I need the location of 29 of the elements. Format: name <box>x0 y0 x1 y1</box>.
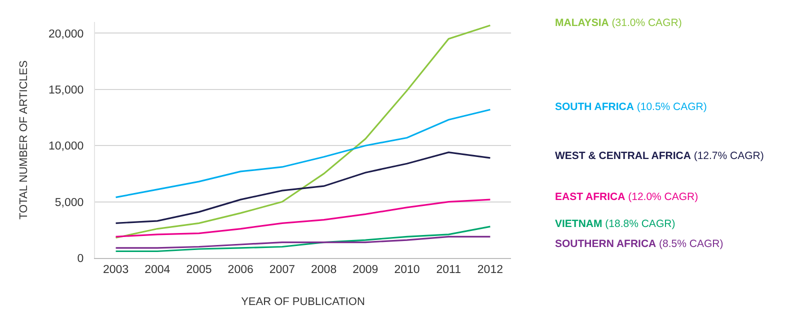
text: MALAYSIA (31.0% CAGR) <box>555 17 682 29</box>
text: EAST AFRICA (12.0% CAGR) <box>555 191 698 203</box>
x-tick-label: 2004 <box>144 264 171 276</box>
x-tick-label: 2005 <box>186 264 212 276</box>
text: VIETNAM (18.8% CAGR) <box>555 218 676 230</box>
line-series <box>115 236 491 249</box>
x-axis-title: YEAR OF PUBLICATION <box>241 296 365 308</box>
y-axis-title: TOTAL NUMBER OF ARTICLES <box>18 60 30 220</box>
y-tick-label: 5,000 <box>54 196 84 209</box>
line-series <box>115 226 491 252</box>
line-series <box>115 108 491 198</box>
text: SOUTHERN AFRICA (8.5% CAGR) <box>555 238 724 250</box>
line-series <box>115 198 491 238</box>
x-tick-label: 2010 <box>394 264 420 276</box>
text: SOUTH AFRICA (10.5% CAGR) <box>555 101 707 113</box>
y-tick-label: 0 <box>77 253 84 266</box>
x-tick-label: 2007 <box>269 264 295 276</box>
x-tick-label: 2003 <box>103 264 129 276</box>
x-tick-label: 2006 <box>228 264 254 276</box>
x-tick-label: 2011 <box>436 264 461 276</box>
y-tick-label: 10,000 <box>48 140 84 153</box>
line-series <box>115 152 491 224</box>
line-series <box>115 24 491 239</box>
x-tick-label: 2008 <box>311 264 337 276</box>
y-tick-label: 20,000 <box>48 28 84 40</box>
x-tick-label: 2009 <box>352 264 378 276</box>
text: WEST & CENTRAL AFRICA (12.7% CAGR) <box>555 150 764 162</box>
y-tick-label: 15,000 <box>48 84 84 96</box>
x-tick-label: 2012 <box>477 264 503 276</box>
